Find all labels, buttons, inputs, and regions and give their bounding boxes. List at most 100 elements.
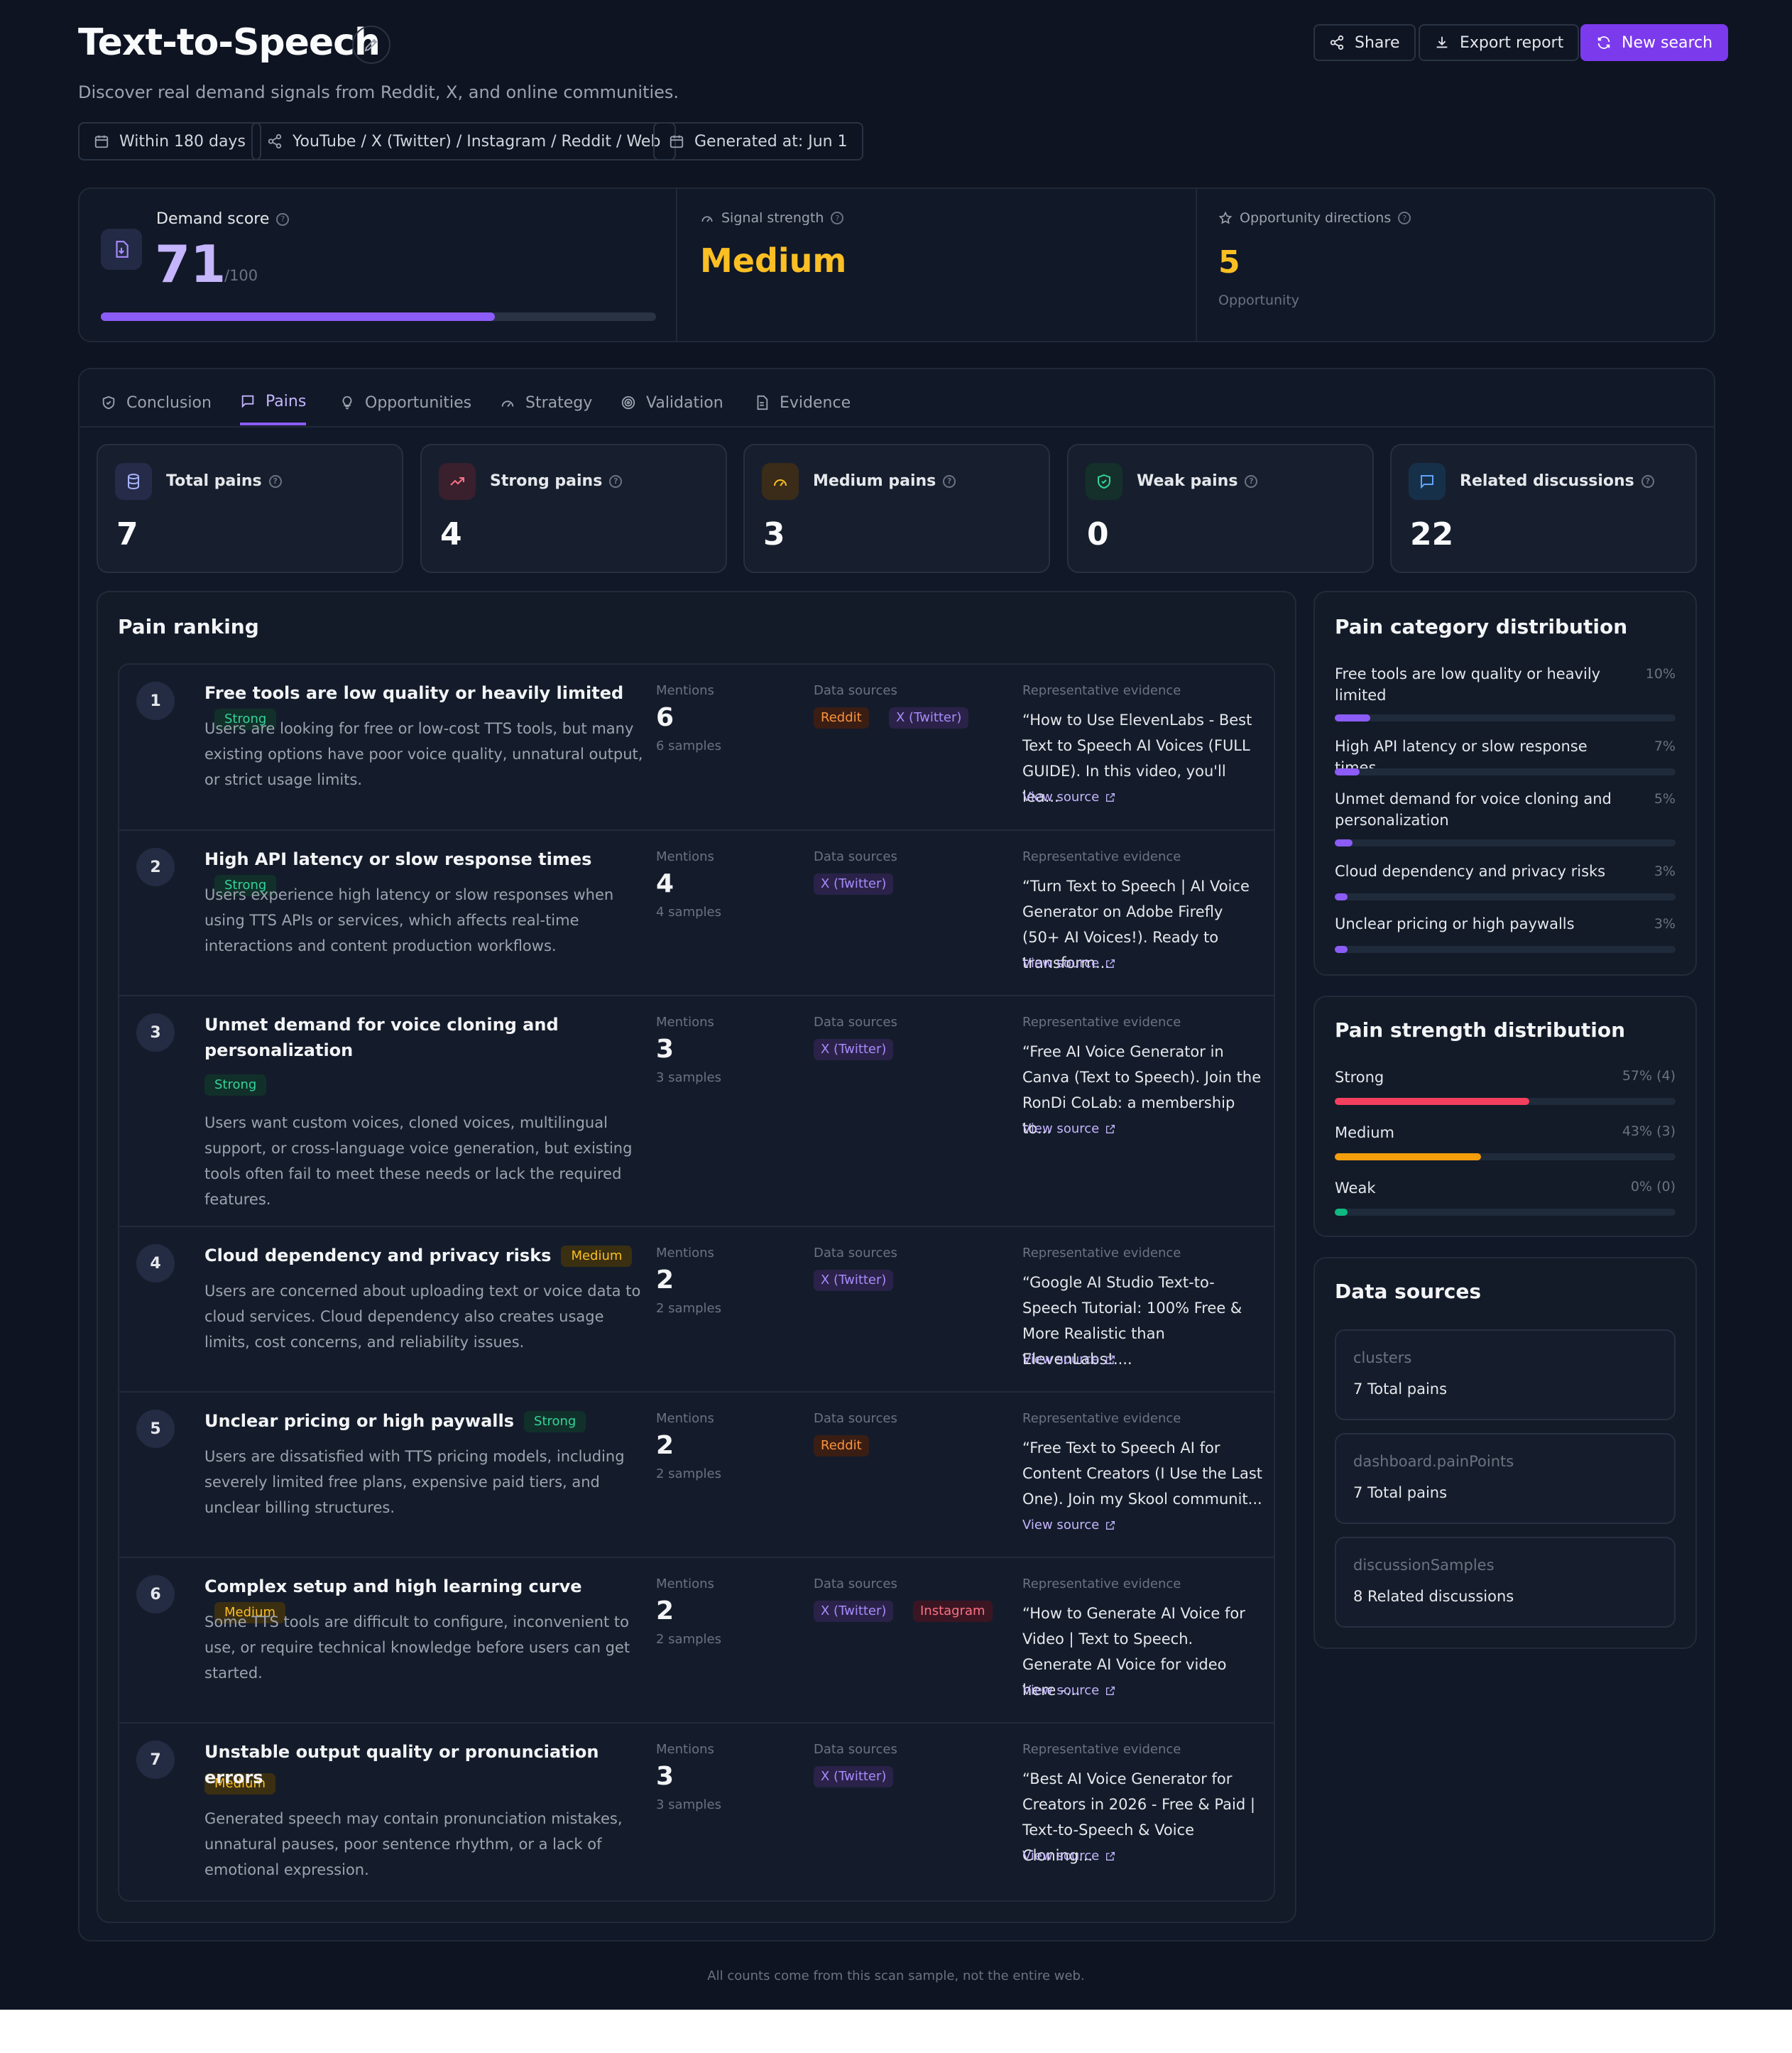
help-icon[interactable]: ? — [943, 474, 956, 488]
source-tag[interactable]: X (Twitter) — [889, 707, 969, 729]
pain-title: Unmet demand for voice cloning and perso… — [204, 1012, 559, 1063]
tab-evidence[interactable]: Evidence — [754, 380, 851, 425]
view-source-link[interactable]: View source — [1022, 1121, 1116, 1136]
help-icon[interactable]: ? — [268, 474, 282, 488]
source-tag[interactable]: X (Twitter) — [814, 873, 894, 895]
source-tag[interactable]: X (Twitter) — [814, 1601, 894, 1622]
strength-badge: Medium — [561, 1246, 633, 1267]
refresh-icon — [1597, 36, 1610, 49]
stat-label: Total pains? — [166, 472, 282, 490]
edit-title-button[interactable] — [352, 26, 390, 64]
view-source-link[interactable]: View source — [1022, 1518, 1116, 1532]
pain-rank-number: 5 — [136, 1410, 175, 1448]
tab-validation-label: Validation — [646, 393, 723, 412]
tab-strategy[interactable]: Strategy — [500, 380, 592, 425]
filter-platforms-label: YouTube / X (Twitter) / Instagram / Redd… — [293, 132, 661, 151]
pain-row[interactable]: 5 Unclear pricing or high paywalls Strong U… — [119, 1391, 1274, 1557]
view-source-link[interactable]: View source — [1022, 1848, 1116, 1863]
source-tag[interactable]: Reddit — [814, 1435, 869, 1456]
category-label: Unclear pricing or high paywalls — [1335, 915, 1575, 932]
new-search-button[interactable]: New search — [1580, 24, 1729, 61]
category-bar-track — [1335, 768, 1676, 775]
samples-count: 3 samples — [656, 1797, 721, 1812]
pain-title: Complex setup and high learning curve Med… — [204, 1574, 659, 1625]
export-report-button[interactable]: Export report — [1419, 24, 1580, 61]
help-icon[interactable]: ? — [276, 212, 290, 226]
view-source-label: View source — [1022, 1121, 1100, 1136]
data-source-key: clusters — [1353, 1349, 1412, 1366]
stat-label: Weak pains? — [1137, 472, 1258, 490]
view-source-link[interactable]: View source — [1022, 956, 1116, 971]
external-link-icon — [1105, 1354, 1116, 1366]
message-square-icon — [1421, 475, 1433, 489]
category-percent: 3% — [1654, 864, 1676, 879]
filter-range-label: Within 180 days — [119, 132, 246, 151]
opportunity-directions-text: Opportunity directions — [1240, 210, 1392, 226]
stat-weak-pains: Weak pains? 0 — [1067, 444, 1374, 573]
external-link-icon — [1105, 792, 1116, 803]
category-distribution-title: Pain category distribution — [1335, 615, 1628, 638]
stat-label: Strong pains? — [490, 472, 623, 490]
help-icon[interactable]: ? — [831, 212, 844, 224]
strength-badge: Medium — [214, 1602, 285, 1623]
pain-description: Users experience high latency or slow re… — [204, 886, 614, 954]
filter-generated: Generated at: Jun 1 — [653, 122, 863, 160]
pain-row[interactable]: 3 Strong Unmet demand for voice cloning an… — [119, 995, 1274, 1226]
data-sources-label: Data sources — [814, 1015, 897, 1030]
demand-icon-box — [101, 229, 142, 270]
share-button[interactable]: Share — [1313, 24, 1416, 61]
pain-row[interactable]: 6 Complex setup and high learning curve Me… — [119, 1557, 1274, 1722]
category-percent: 3% — [1654, 916, 1676, 932]
source-tag[interactable]: X (Twitter) — [814, 1766, 894, 1787]
tab-opportunities[interactable]: Opportunities — [339, 380, 471, 425]
view-source-link[interactable]: View source — [1022, 1683, 1116, 1698]
data-source-value: 7 Total pains — [1353, 1381, 1448, 1398]
app-root: Text-to-Speech Discover real demand sign… — [0, 0, 1792, 2010]
demand-score-max: /100 — [224, 267, 258, 284]
tab-conclusion[interactable]: Conclusion — [101, 380, 212, 425]
filter-generated-label: Generated at: Jun 1 — [694, 132, 848, 151]
mentions-label: Mentions — [656, 1576, 714, 1591]
help-icon[interactable]: ? — [1398, 212, 1411, 224]
pain-title-text: High API latency or slow response times — [204, 849, 592, 869]
help-icon[interactable]: ? — [1245, 474, 1258, 488]
samples-count: 3 samples — [656, 1070, 721, 1085]
signal-strength-label: Signal strength? — [700, 210, 844, 226]
view-source-label: View source — [1022, 790, 1100, 805]
source-tag[interactable]: Reddit — [814, 707, 869, 729]
tab-validation[interactable]: Validation — [621, 380, 723, 425]
strength-label: Medium — [1335, 1124, 1394, 1141]
pain-row[interactable]: 7 Medium Unstable output quality or pronun… — [119, 1722, 1274, 1901]
pain-row[interactable]: 2 High API latency or slow response times… — [119, 829, 1274, 995]
mentions-label: Mentions — [656, 1246, 714, 1260]
category-bar-fill — [1335, 714, 1370, 721]
samples-count: 4 samples — [656, 905, 721, 920]
evidence-label: Representative evidence — [1022, 1576, 1181, 1591]
tab-pains[interactable]: Pains — [240, 380, 307, 425]
summary-divider — [676, 189, 677, 341]
data-sources-title: Data sources — [1335, 1280, 1482, 1303]
source-tag[interactable]: Instagram — [913, 1601, 993, 1622]
help-icon[interactable]: ? — [1641, 474, 1654, 488]
strength-distribution-title: Pain strength distribution — [1335, 1018, 1626, 1042]
help-icon[interactable]: ? — [609, 474, 623, 488]
evidence-quote: “How to Generate AI Voice for Video | Te… — [1022, 1605, 1245, 1699]
evidence-label: Representative evidence — [1022, 683, 1181, 698]
strength-badge: Strong — [214, 709, 277, 730]
pain-row[interactable]: 4 Cloud dependency and privacy risks Mediu… — [119, 1226, 1274, 1391]
stat-icon-box — [1409, 463, 1446, 500]
stat-strong-pains: Strong pains? 4 — [420, 444, 727, 573]
lightbulb-icon — [342, 396, 352, 410]
external-link-icon — [1105, 1685, 1116, 1697]
source-tag[interactable]: X (Twitter) — [814, 1270, 894, 1291]
pain-row[interactable]: 1 Free tools are low quality or heavily l… — [119, 665, 1274, 829]
filter-range[interactable]: Within 180 days — [78, 122, 261, 160]
view-source-link[interactable]: View source — [1022, 790, 1116, 805]
calendar-icon — [94, 135, 109, 148]
data-sources-label: Data sources — [814, 683, 897, 698]
mentions-label: Mentions — [656, 683, 714, 698]
mentions-value: 2 — [656, 1596, 674, 1625]
filter-platforms[interactable]: YouTube / X (Twitter) / Instagram / Redd… — [251, 122, 677, 160]
view-source-link[interactable]: View source — [1022, 1352, 1116, 1367]
source-tag[interactable]: X (Twitter) — [814, 1039, 894, 1060]
